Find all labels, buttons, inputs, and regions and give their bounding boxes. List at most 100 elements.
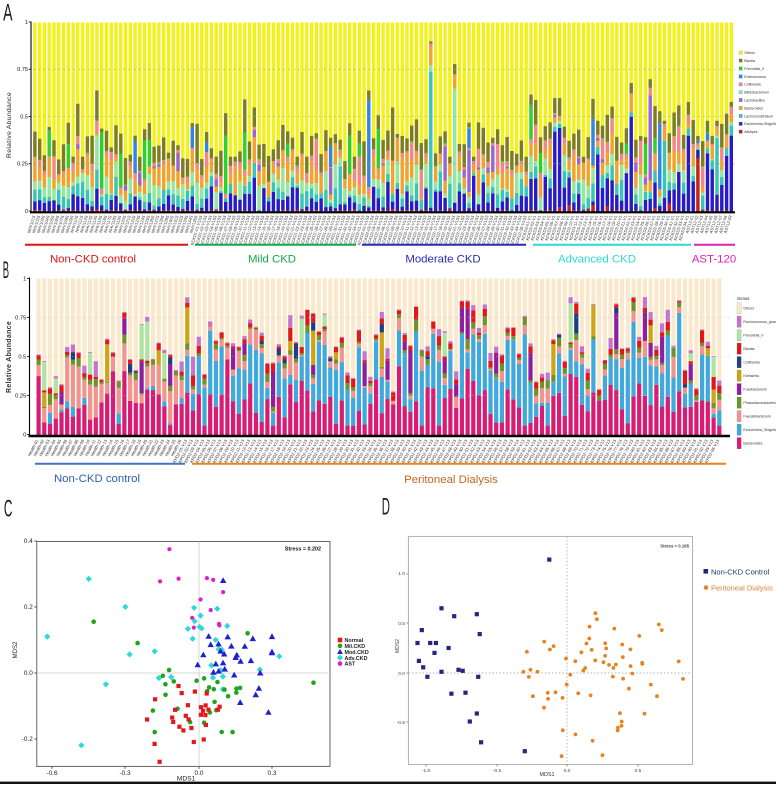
svg-text:NHV135S: NHV135S <box>188 215 198 234</box>
svg-text:1.0: 1.0 <box>398 571 405 577</box>
svg-text:AST12-08: AST12-08 <box>718 214 728 234</box>
svg-text:Adv.CKD: Adv.CKD <box>345 656 368 662</box>
svg-text:NHV101S: NHV101S <box>26 215 36 234</box>
svg-text:NHV103S: NHV103S <box>36 215 46 234</box>
svg-text:NHV125S: NHV125S <box>141 215 151 234</box>
svg-text:NHV120S: NHV120S <box>117 215 127 234</box>
svg-text:Stress = 0.202: Stress = 0.202 <box>285 547 321 553</box>
svg-text:AST12-06: AST12-06 <box>708 214 718 234</box>
svg-text:NHV132S: NHV132S <box>174 215 184 234</box>
svg-text:1: 1 <box>25 20 28 26</box>
svg-text:0.5: 0.5 <box>635 768 642 774</box>
svg-text:AST: AST <box>345 662 356 668</box>
svg-text:NHV133S: NHV133S <box>179 215 189 234</box>
svg-text:NHV122S: NHV122S <box>126 215 136 234</box>
svg-text:Moderate CKD: Moderate CKD <box>405 254 480 266</box>
svg-text:NHV113S: NHV113S <box>84 215 94 234</box>
svg-text:NHV115S: NHV115S <box>93 215 103 234</box>
svg-text:Lactobacillus: Lactobacillus <box>744 99 765 103</box>
svg-text:0.3: 0.3 <box>268 770 277 777</box>
svg-text:Alistipes: Alistipes <box>744 130 758 134</box>
svg-text:0.5: 0.5 <box>398 621 405 627</box>
svg-text:0.2: 0.2 <box>24 604 33 611</box>
svg-text:Relative Abundance: Relative Abundance <box>6 92 13 158</box>
svg-text:MDS2: MDS2 <box>395 639 401 653</box>
svg-text:Ruminococcus_gnavus_grou: Ruminococcus_gnavus_grou <box>743 320 776 324</box>
svg-text:0: 0 <box>25 209 28 215</box>
svg-text:NHV118S: NHV118S <box>107 215 117 234</box>
svg-text:Others: Others <box>744 51 755 55</box>
svg-text:NHV102S: NHV102S <box>31 215 41 234</box>
svg-text:-1.0: -1.0 <box>422 768 431 774</box>
svg-text:0.0: 0.0 <box>195 770 204 777</box>
svg-text:Collinsella: Collinsella <box>743 361 759 365</box>
svg-text:Peritoneal Dialysis: Peritoneal Dialysis <box>404 474 498 486</box>
svg-text:Others: Others <box>743 307 754 311</box>
svg-text:-0.5: -0.5 <box>397 720 406 726</box>
svg-text:AST12-07: AST12-07 <box>713 214 723 234</box>
svg-text:Escherichia_Shigella: Escherichia_Shigella <box>743 428 776 432</box>
svg-text:-0.2: -0.2 <box>22 736 33 743</box>
svg-text:0: 0 <box>23 432 26 438</box>
svg-text:NHV131S: NHV131S <box>169 215 179 234</box>
svg-text:Non-CKD control: Non-CKD control <box>54 473 140 485</box>
svg-text:0.5: 0.5 <box>20 114 28 120</box>
svg-text:Bifidobacterium: Bifidobacterium <box>744 91 769 95</box>
svg-text:Lachnoclostridium: Lachnoclostridium <box>744 114 773 118</box>
svg-text:NHV128S: NHV128S <box>155 215 165 234</box>
svg-text:Relative Abundance: Relative Abundance <box>6 321 13 393</box>
svg-text:Mil.CKD: Mil.CKD <box>345 644 366 650</box>
svg-text:NHV110S: NHV110S <box>69 215 79 234</box>
svg-text:Phascolarctobacterium: Phascolarctobacterium <box>743 401 776 405</box>
svg-text:B: B <box>3 257 9 284</box>
svg-text:NHV116S: NHV116S <box>98 215 108 234</box>
svg-text:0.5: 0.5 <box>18 354 26 360</box>
svg-text:Blautia: Blautia <box>744 59 755 63</box>
svg-text:Enterococcus: Enterococcus <box>744 75 766 79</box>
svg-text:MDS1: MDS1 <box>540 772 555 778</box>
svg-text:0.4: 0.4 <box>24 538 33 545</box>
svg-text:Non-CKD Control: Non-CKD Control <box>711 568 770 577</box>
svg-text:NHV108S: NHV108S <box>60 215 70 234</box>
svg-text:Non-CKD control: Non-CKD control <box>50 254 136 266</box>
svg-text:NHV127S: NHV127S <box>150 215 160 234</box>
svg-text:Klebsiella: Klebsiella <box>743 374 758 378</box>
svg-text:-0.5: -0.5 <box>493 768 502 774</box>
svg-text:AST-120: AST-120 <box>692 254 736 266</box>
svg-text:Bacteroides: Bacteroides <box>744 106 763 110</box>
svg-text:Blautia: Blautia <box>743 347 754 351</box>
svg-text:Stress = 0.165: Stress = 0.165 <box>660 544 689 549</box>
svg-text:NHV117S: NHV117S <box>103 215 113 234</box>
svg-text:0.0: 0.0 <box>564 768 571 774</box>
svg-text:Prevotella_9: Prevotella_9 <box>744 67 764 71</box>
svg-text:NHV111S: NHV111S <box>74 215 84 234</box>
svg-text:NHV104S: NHV104S <box>41 215 51 234</box>
svg-text:0.25: 0.25 <box>15 393 26 399</box>
svg-text:NHV130S: NHV130S <box>165 215 175 234</box>
svg-text:AST12-04: AST12-04 <box>699 214 709 234</box>
svg-text:AST12-05: AST12-05 <box>703 214 713 234</box>
svg-text:NHV121S: NHV121S <box>122 215 132 234</box>
svg-text:NHV134S: NHV134S <box>184 215 194 234</box>
svg-text:1: 1 <box>23 276 26 282</box>
svg-text:NHV107S: NHV107S <box>55 215 65 234</box>
svg-text:Mild CKD: Mild CKD <box>248 254 296 266</box>
svg-text:AST12-02: AST12-02 <box>689 214 699 234</box>
svg-text:AST12-03: AST12-03 <box>694 214 704 234</box>
svg-text:NHV112S: NHV112S <box>79 215 89 234</box>
svg-text:NHV123S: NHV123S <box>131 215 141 234</box>
svg-text:Collinsella: Collinsella <box>744 83 760 87</box>
svg-text:AST12-01: AST12-01 <box>684 214 694 234</box>
svg-text:Genus: Genus <box>737 296 749 301</box>
svg-text:0.25: 0.25 <box>17 162 28 168</box>
svg-text:MDS2: MDS2 <box>13 641 19 658</box>
svg-text:0.75: 0.75 <box>15 315 26 321</box>
svg-text:Faecalibacterium: Faecalibacterium <box>743 415 770 419</box>
svg-text:NHV114S: NHV114S <box>88 215 98 234</box>
svg-text:Prevotella_9: Prevotella_9 <box>743 334 763 338</box>
svg-text:NHV105S: NHV105S <box>45 215 55 234</box>
svg-text:D: D <box>382 493 390 520</box>
svg-text:Fusobacterium: Fusobacterium <box>743 388 767 392</box>
svg-text:-0.6: -0.6 <box>46 770 57 777</box>
svg-text:A: A <box>3 0 12 27</box>
